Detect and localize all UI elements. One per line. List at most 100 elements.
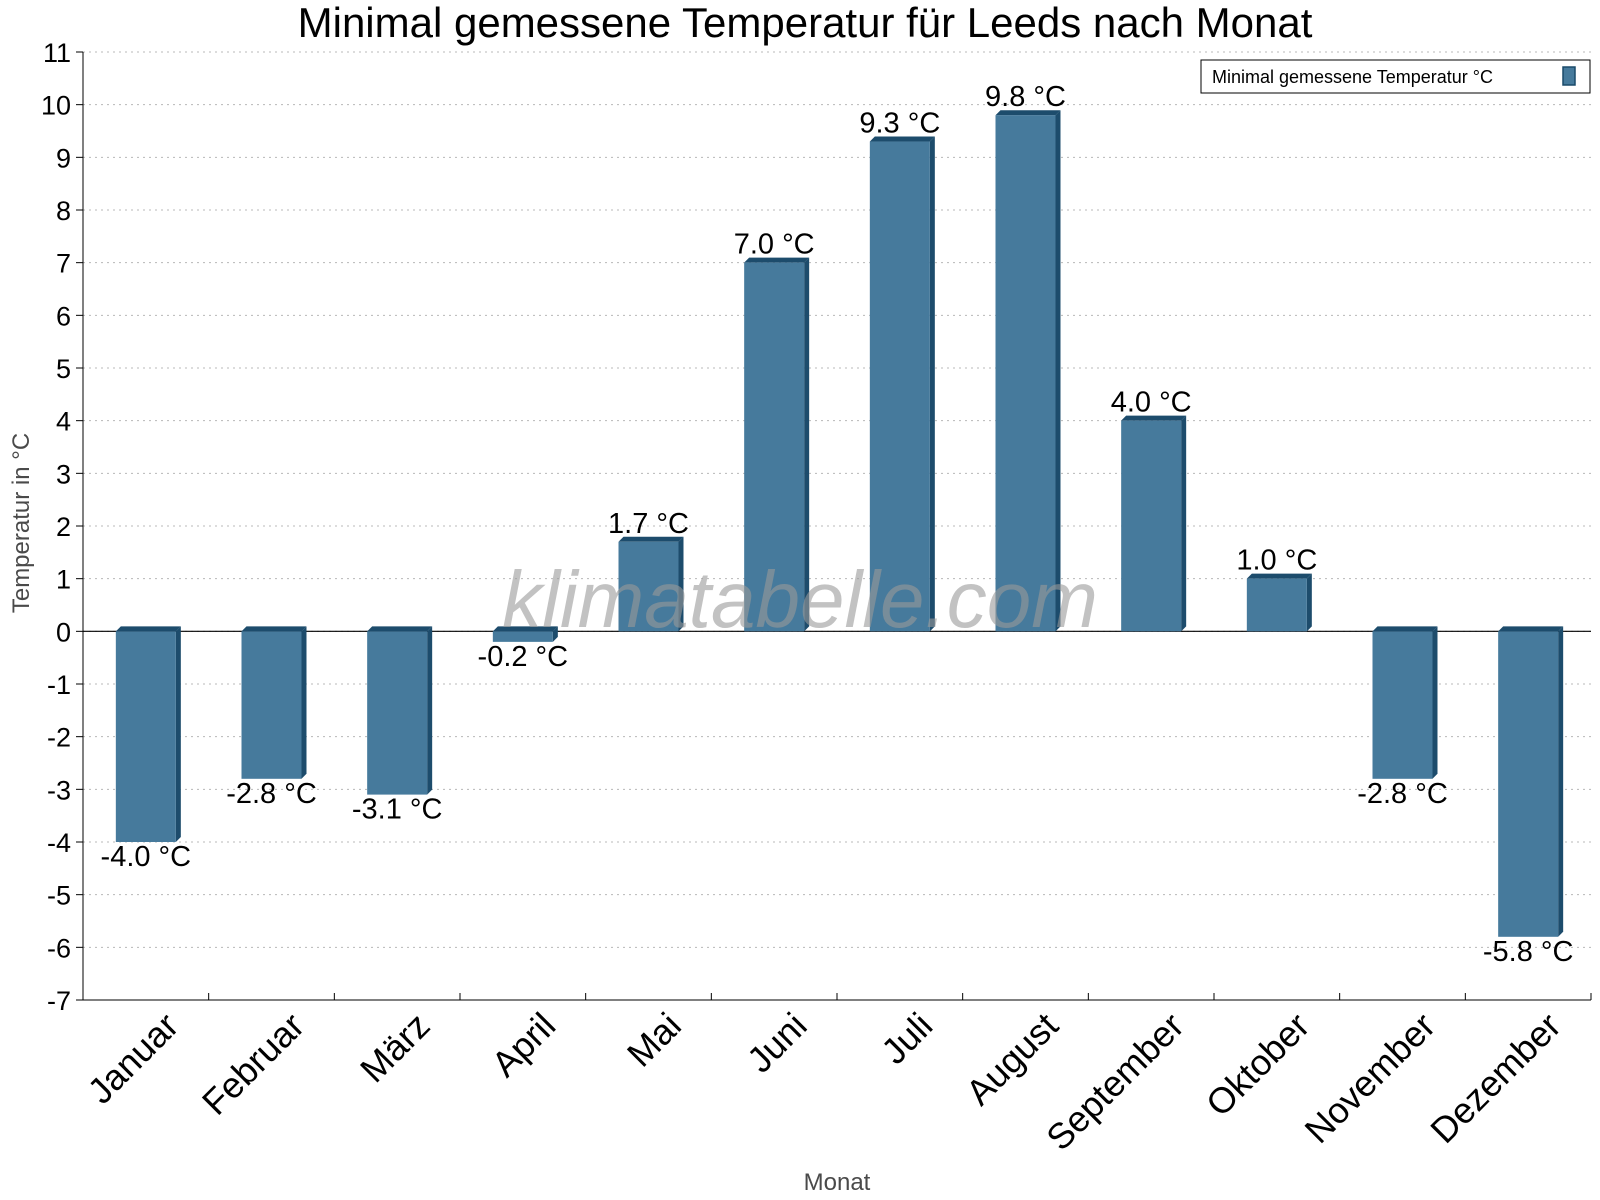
bar-top: [367, 626, 433, 632]
y-tick-label: -4: [47, 828, 71, 858]
bar-dezember: [1498, 626, 1564, 937]
y-tick-label: -2: [47, 723, 71, 753]
bar-mai: [618, 536, 684, 632]
x-tick-label: Februar: [194, 1005, 312, 1123]
bar-top: [744, 257, 810, 263]
bar-juni: [744, 257, 810, 632]
data-label: -4.0 °C: [101, 841, 192, 873]
bars: [115, 110, 1564, 937]
x-tick-label: Mai: [619, 1005, 689, 1075]
y-tick-label: 5: [56, 354, 71, 384]
x-axis-title: Monat: [804, 1169, 871, 1196]
legend-swatch: [1562, 66, 1576, 86]
y-tick-label: -5: [47, 881, 71, 911]
x-tick-label: April: [483, 1005, 563, 1085]
y-tick-label: 11: [43, 38, 71, 68]
bar-top: [241, 626, 307, 632]
data-label: -5.8 °C: [1483, 936, 1574, 968]
bar-side: [301, 626, 307, 779]
y-tick-label: 0: [56, 617, 71, 647]
bar-side: [1306, 573, 1312, 632]
bar-juli: [869, 136, 935, 632]
data-label: -0.2 °C: [478, 641, 569, 673]
bar-side: [678, 536, 684, 632]
bar-januar: [115, 626, 181, 842]
data-label: -2.8 °C: [1357, 778, 1448, 810]
legend-box: [1200, 59, 1591, 94]
bar: [115, 631, 176, 842]
bar: [744, 262, 805, 632]
grid-lines: [83, 51, 1591, 1001]
bar-top: [1246, 573, 1312, 579]
bar-side: [1055, 110, 1061, 632]
bar-side: [552, 626, 558, 642]
bar-november: [1372, 626, 1438, 779]
x-tick-label: Dezember: [1422, 1005, 1568, 1151]
x-tick-label: März: [352, 1005, 438, 1091]
bar-oktober: [1246, 573, 1312, 632]
bar-side: [804, 257, 810, 632]
x-tick-label: Juni: [739, 1005, 815, 1081]
bar-side: [1181, 415, 1187, 632]
data-label: 7.0 °C: [734, 229, 815, 261]
chart-title: Minimal gemessene Temperatur für Leeds n…: [298, 0, 1313, 46]
bar-top: [492, 626, 558, 632]
bar-top: [115, 626, 181, 632]
y-tick-label: 4: [56, 407, 71, 437]
bar: [492, 631, 553, 642]
bar: [1246, 578, 1307, 632]
bar-side: [175, 626, 181, 842]
data-label: -2.8 °C: [226, 778, 317, 810]
data-label: 1.0 °C: [1236, 545, 1317, 577]
bar-top: [1372, 626, 1438, 632]
bar: [995, 115, 1056, 632]
bar-märz: [367, 626, 433, 795]
bar: [869, 141, 930, 632]
bar: [1498, 631, 1559, 937]
bar-side: [1558, 626, 1564, 937]
x-tick-label: November: [1297, 1005, 1443, 1151]
x-tick-label: Januar: [79, 1005, 186, 1112]
x-tick-label: Oktober: [1198, 1005, 1318, 1125]
bar-side: [1432, 626, 1438, 779]
bar-august: [995, 110, 1061, 632]
data-label: 1.7 °C: [608, 508, 689, 540]
bar-september: [1121, 415, 1187, 632]
legend: Minimal gemessene Temperatur °C: [1200, 59, 1591, 94]
bar: [618, 541, 679, 632]
y-tick-label: 1: [56, 565, 71, 595]
bar: [367, 631, 428, 795]
y-tick-label: 3: [56, 459, 71, 489]
y-tick-label: -7: [47, 986, 71, 1016]
y-tick-label: 7: [56, 249, 71, 279]
watermark: klimatabelle.com: [502, 555, 1098, 644]
y-tick-label: 8: [56, 196, 71, 226]
x-tick-label: August: [958, 1005, 1066, 1113]
x-tick-label: September: [1038, 1005, 1192, 1159]
data-label: -3.1 °C: [352, 794, 443, 826]
data-label: 4.0 °C: [1111, 387, 1192, 419]
data-label: 9.3 °C: [859, 108, 940, 140]
bar: [1372, 631, 1433, 779]
data-label: 9.8 °C: [985, 81, 1066, 113]
y-tick-label: -3: [47, 775, 71, 805]
bar-top: [995, 110, 1061, 116]
bar-top: [1498, 626, 1564, 632]
legend-label: Minimal gemessene Temperatur °C: [1212, 67, 1493, 87]
y-axis-title: Temperatur in °C: [8, 433, 35, 613]
bar-april: [492, 626, 558, 642]
bar-side: [929, 136, 935, 632]
y-tick-label: -6: [47, 933, 71, 963]
data-labels: -4.0 °C -2.8 °C -3.1 °C -0.2 °C 1.7 °C 7.0 °C…: [101, 81, 1574, 968]
y-tick-label: 6: [56, 301, 71, 331]
y-tick-label: -1: [47, 670, 71, 700]
bar-side: [427, 626, 433, 795]
y-tick-label: 10: [41, 91, 71, 121]
y-tick-label: 2: [56, 512, 71, 542]
bar: [241, 631, 302, 779]
bar: [1121, 420, 1182, 632]
y-tick-label: 9: [56, 143, 71, 173]
bar-top: [1121, 415, 1187, 421]
